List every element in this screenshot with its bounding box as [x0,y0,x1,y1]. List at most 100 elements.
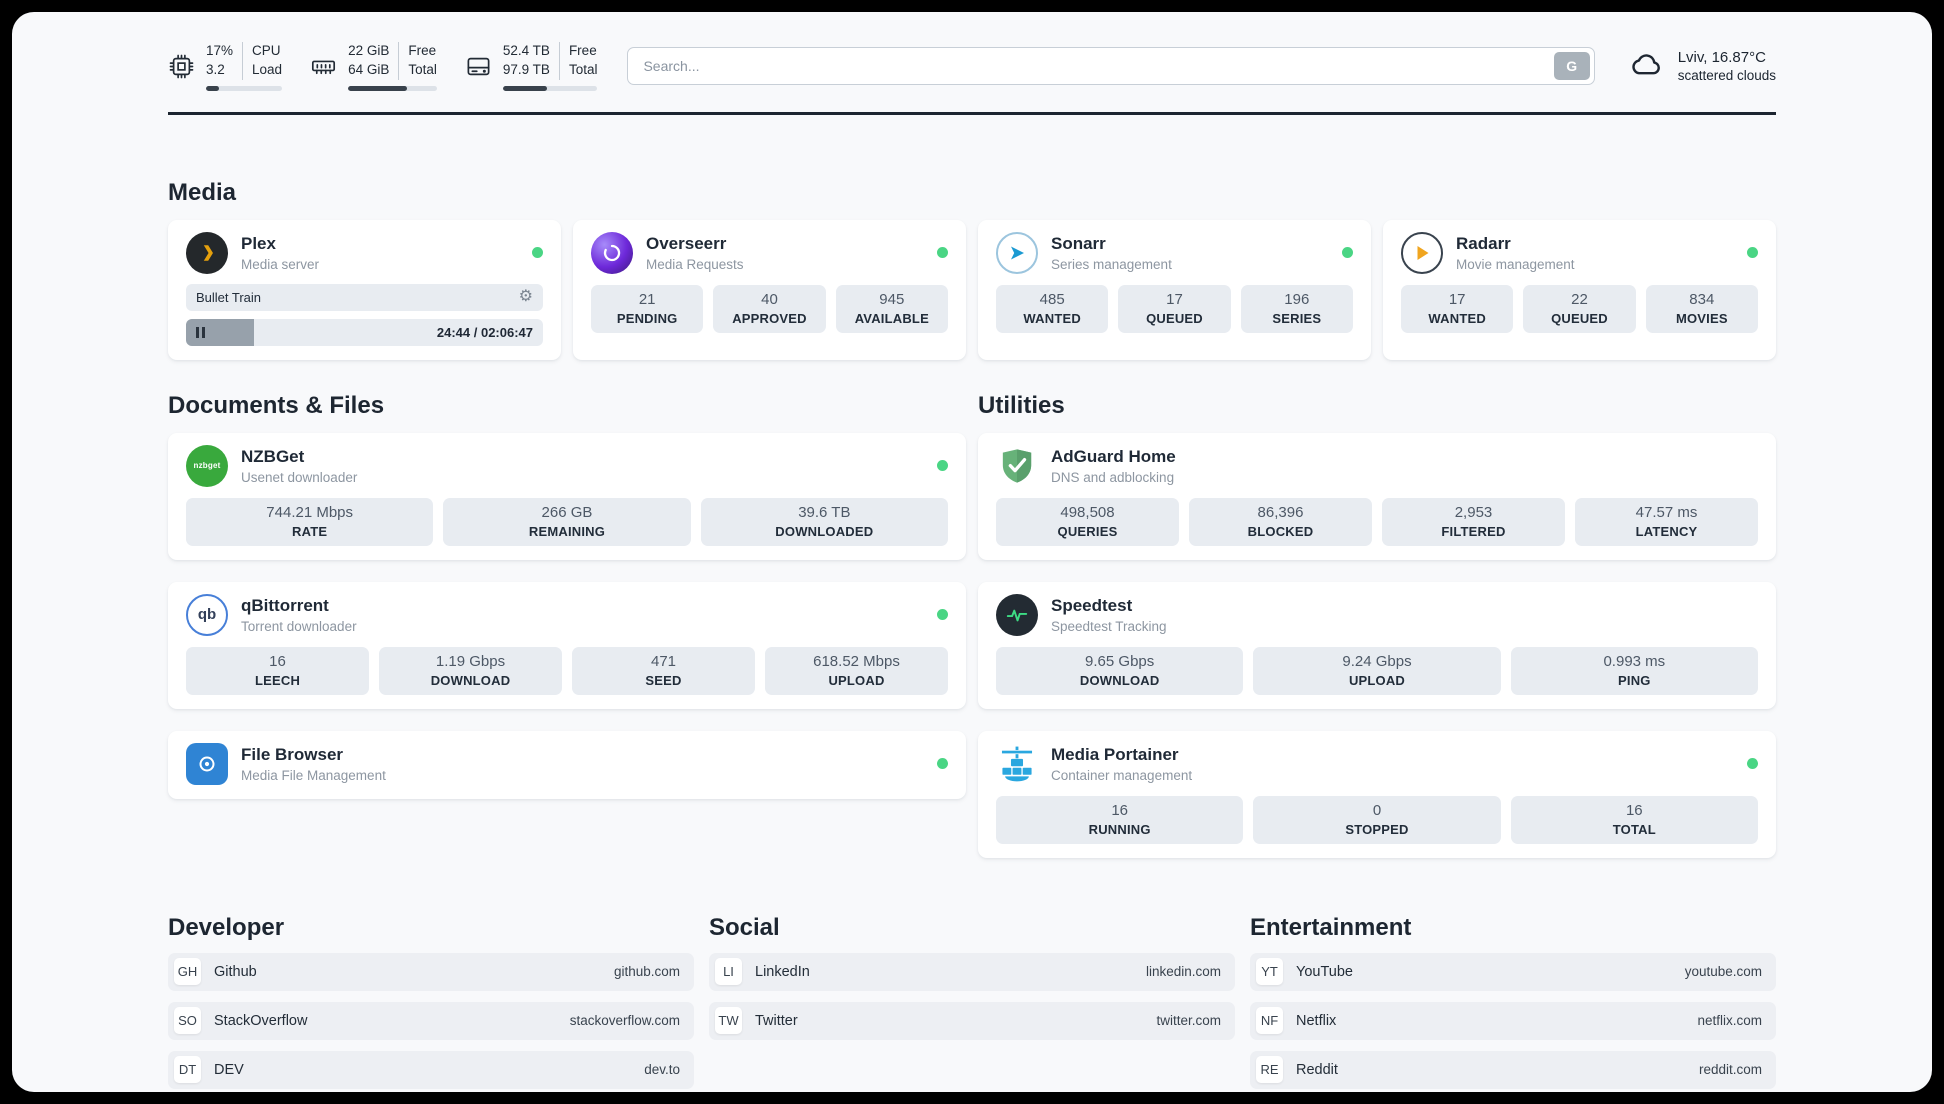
disk-labels: Free Total [558,42,597,80]
weather-condition: scattered clouds [1677,68,1776,84]
stat-value: 16 [1625,801,1643,819]
app-card-radarr[interactable]: Radarr Movie management 17 WANTED 22 QUE… [1383,219,1776,360]
dashboard-panel: 17% 3.2 CPU Load [12,12,1932,1092]
app-name: Overseerr [646,233,727,253]
app-card-speedtest[interactable]: Speedtest Speedtest Tracking 9.65 Gbps D… [978,581,1776,709]
link-url: twitter.com [1156,1013,1221,1029]
section-title-media: Media [168,178,237,206]
stat-label: QUERIES [1057,523,1118,539]
stat-label: FILTERED [1441,523,1506,539]
stat-label: PENDING [616,310,678,326]
link-name: Twitter [755,1012,798,1029]
app-card-sonarr[interactable]: Sonarr Series management 485 WANTED 17 Q… [978,219,1371,360]
weather-widget: Lviv, 16.87°C scattered clouds [1625,47,1776,86]
stat-blocked: 86,396 BLOCKED [1189,497,1372,546]
cpu-values: 17% 3.2 [206,42,242,80]
link-stackoverflow[interactable]: SO StackOverflow stackoverflow.com [168,1001,694,1040]
stat-value: 16 [1111,801,1128,819]
section-title-entertainment: Entertainment [1250,913,1412,941]
stat-label: WANTED [1428,310,1486,326]
search-input[interactable] [627,47,1595,86]
stat-label: DOWNLOAD [430,672,511,688]
link-url: github.com [613,964,680,980]
stat-value: 945 [879,290,905,308]
app-card-portainer[interactable]: Media Portainer Container management 16 … [978,730,1776,858]
disk-widget: 52.4 TB 97.9 TB Free Total [465,42,598,91]
stat-value: 2,953 [1454,503,1493,521]
stat-upload: 9.24 Gbps UPLOAD [1253,646,1501,695]
section-media: Media Plex Media server [168,179,1776,360]
app-card-nzbget[interactable]: nzbget NZBGet Usenet downloader 744.21 M… [168,432,966,560]
sonarr-icon [996,231,1038,274]
link-youtube[interactable]: YT YouTube youtube.com [1250,952,1776,991]
stat-value: 498,508 [1060,503,1115,521]
plex-now-playing: Bullet Train ⚙ [186,283,543,311]
stat-download: 9.65 Gbps DOWNLOAD [996,646,1244,695]
media-grid: Plex Media server Bullet Train ⚙ 24:44 /… [168,219,1776,360]
stat-value: 485 [1039,290,1065,308]
link-name: Github [214,963,257,980]
stat-label: MOVIES [1675,310,1728,326]
now-playing-title: Bullet Train [196,289,262,305]
pause-icon[interactable] [196,326,205,338]
stat-value: 17 [1448,290,1466,308]
cpu-progress-fill [206,85,219,91]
stat-label: DOWNLOADED [775,523,874,539]
stat-ping: 0.993 ms PING [1510,646,1758,695]
adguard-shield-icon [996,445,1038,487]
search-bar[interactable]: G [627,47,1595,86]
qbittorrent-icon: qb [186,593,228,636]
app-name: Radarr [1456,233,1511,253]
cpu-load-value: 3.2 [206,61,225,77]
app-card-filebrowser[interactable]: File Browser Media File Management [168,730,966,799]
stat-label: RATE [292,523,328,539]
stat-download: 1.19 Gbps DOWNLOAD [379,646,562,695]
section-title-documents: Documents & Files [168,391,385,419]
stat-value: 471 [650,652,677,670]
link-dev[interactable]: DT DEV dev.to [168,1050,694,1089]
link-github[interactable]: GH Github github.com [168,952,694,991]
stat-value: 834 [1689,290,1715,308]
disk-free-label: Free [568,43,597,58]
cpu-usage-value: 17% [206,43,234,58]
stat-label: QUEUED [1146,310,1203,326]
app-subtitle: DNS and adblocking [1051,469,1175,485]
stat-queued: 17 QUEUED [1118,284,1231,333]
link-linkedin[interactable]: LI LinkedIn linkedin.com [709,952,1235,991]
link-url: netflix.com [1697,1013,1762,1029]
memory-icon [310,53,337,80]
status-online-dot [937,247,948,259]
app-card-overseerr[interactable]: Overseerr Media Requests 21 PENDING 40 A… [573,219,966,360]
playback-time: 24:44 / 02:06:47 [436,324,533,340]
stat-value: 17 [1166,290,1183,308]
stat-remaining: 266 GB REMAINING [443,497,691,546]
plex-icon [186,231,228,274]
search-engine-button[interactable]: G [1553,52,1590,81]
cpu-widget: 17% 3.2 CPU Load [168,42,283,91]
app-name: File Browser [241,744,344,764]
stat-label: TOTAL [1612,821,1656,837]
status-online-dot [1747,758,1758,770]
app-name: Sonarr [1051,233,1106,253]
app-subtitle: Speedtest Tracking [1051,618,1167,634]
stat-available: 945 AVAILABLE [835,284,948,333]
link-name: LinkedIn [755,963,810,980]
stat-label: UPLOAD [828,672,885,688]
linkedin-icon: LI [715,958,742,986]
gear-icon[interactable]: ⚙ [518,288,533,306]
stat-value: 0 [1372,801,1382,819]
app-subtitle: Container management [1051,767,1193,783]
link-reddit[interactable]: RE Reddit reddit.com [1250,1050,1776,1089]
app-card-plex[interactable]: Plex Media server Bullet Train ⚙ 24:44 /… [168,219,561,360]
stat-value: 39.6 TB [798,503,851,521]
link-netflix[interactable]: NF Netflix netflix.com [1250,1001,1776,1040]
ram-total-label: Total [408,61,437,77]
app-card-qbittorrent[interactable]: qb qBittorrent Torrent downloader 16 LEE… [168,581,966,709]
app-card-adguard[interactable]: AdGuard Home DNS and adblocking 498,508 … [978,432,1776,560]
twitter-icon: TW [715,1007,742,1035]
stat-value: 9.65 Gbps [1085,652,1155,670]
stat-label: PING [1618,672,1651,688]
stat-label: LEECH [254,672,301,688]
stat-total: 16 TOTAL [1510,795,1758,844]
link-twitter[interactable]: TW Twitter twitter.com [709,1001,1235,1040]
